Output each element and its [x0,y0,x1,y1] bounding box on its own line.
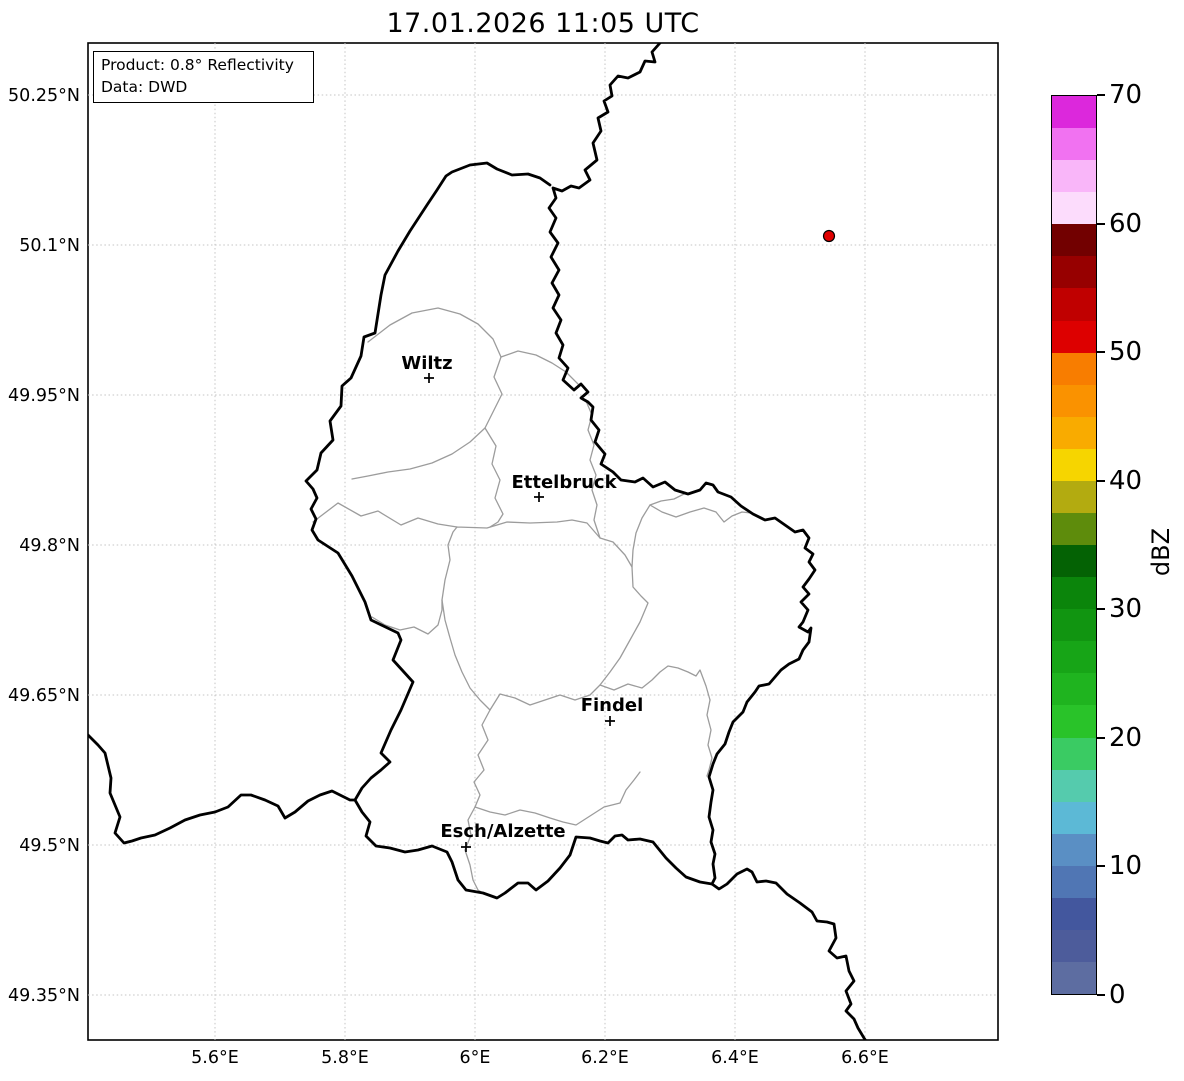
info-box: Product: 0.8° Reflectivity Data: DWD [93,51,314,103]
colorbar-tick-label: 10 [1109,851,1143,882]
region-border-east-upper [631,492,687,568]
city-marker-icon [461,842,471,852]
x-tick-label: 6.4°E [711,1048,759,1068]
colorbar-segment [1052,737,1096,770]
x-tick-label: 6.6°E [841,1048,889,1068]
colorbar-segment [1052,416,1096,449]
colorbar-segment [1052,320,1096,353]
x-tick-label: 5.8°E [321,1048,369,1068]
region-border-east-link [649,504,752,523]
region-border-wiltz-loop [351,307,503,480]
border-luxembourg-west-north [304,161,552,802]
colorbar-segment [1052,224,1096,257]
colorbar-tick-mark [1097,479,1105,482]
region-border-redange-north [312,502,458,528]
x-tick-label: 6°E [460,1048,491,1068]
colorbar-tick-label: 70 [1109,80,1143,110]
colorbar-segment [1052,673,1096,706]
colorbar-tick-label: 50 [1109,337,1143,368]
figure-title: 17.01.2026 11:05 UTC [386,8,700,39]
city-label: Esch/Alzette [440,821,565,842]
axis-tick-labels: 5.6°E 5.8°E 6°E 6.2°E 6.4°E 6.6°E 50.25°N 50.1°… [8,86,889,1068]
x-tick-label: 6.2°E [581,1048,629,1068]
colorbar-tick-mark [1097,994,1105,996]
border-belgium-france [88,733,357,845]
region-border-northeast-connector [500,350,579,385]
colorbar-segment [1052,448,1096,481]
region-border-center-west [484,427,504,528]
region-border-west-link [371,599,443,635]
plot-frame [87,42,999,1041]
colorbar-segment [1052,962,1096,995]
y-tick-label: 50.1°N [19,236,80,256]
colorbar-tick-mark [1097,222,1105,225]
y-tick-label: 49.35°N [8,986,80,1006]
colorbar-segment [1052,480,1096,514]
y-tick-label: 49.8°N [19,536,80,556]
border-river-our-sauer-moselle [547,43,868,1040]
colorbar-segment [1052,930,1096,963]
colorbar-segment [1052,96,1096,129]
colorbar-segment [1052,577,1096,610]
city-label: Findel [581,695,644,716]
y-tick-label: 50.25°N [8,86,80,106]
colorbar-segment [1052,288,1096,321]
border-luxembourg-south [353,798,714,900]
colorbar-tick-mark [1097,865,1105,868]
region-border-ettelbruck-east [585,400,601,539]
colorbar-segment [1052,641,1096,674]
colorbar: 0 10 20 30 40 50 60 70 [1051,80,1184,1010]
city-label: Wiltz [401,353,452,374]
region-border-center-loop [441,519,649,711]
map-layers: Wiltz Ettelbruck Findel Esch/Alzette [88,43,868,1040]
colorbar-segment [1052,160,1096,193]
colorbar-tick-label: 40 [1109,465,1143,496]
colorbar-segment [1052,256,1096,289]
info-box-source: Data: DWD [101,78,188,96]
colorbar-segment [1052,513,1096,546]
radar-echo-point [822,229,836,243]
colorbar-segment [1052,865,1096,898]
colorbar-segment [1052,128,1096,161]
colorbar-segment [1052,545,1096,578]
colorbar-unit-label: dBZ [1147,527,1175,577]
y-tick-label: 49.5°N [19,836,80,856]
colorbar-segment [1052,897,1096,931]
city-marker-icon [534,492,544,502]
colorbar-segment [1052,705,1096,738]
city-marker-icon [605,716,615,726]
radar-echo-layer [822,229,836,243]
info-box-product: Product: 0.8° Reflectivity [101,56,294,74]
colorbar-segment [1052,801,1096,834]
y-tick-label: 49.65°N [8,686,80,706]
x-tick-label: 5.6°E [191,1048,239,1068]
colorbar-segment [1052,609,1096,642]
y-tick-label: 49.95°N [8,386,80,406]
colorbar-segment [1052,833,1096,866]
colorbar-segment [1052,384,1096,417]
region-border-south-middle [474,771,641,826]
region-borders [312,307,752,894]
colorbar-tick-mark [1097,736,1105,739]
city-label: Ettelbruck [511,472,617,493]
colorbar-tick-label: 60 [1109,208,1143,239]
city-marker-icon [424,373,434,383]
colorbar-tick-mark [1097,351,1105,354]
region-border-southeast-upper [599,665,711,701]
colorbar-tick-mark [1097,608,1105,611]
colorbar-tick-label: 30 [1109,594,1143,625]
colorbar-segment [1052,352,1096,385]
colorbar-tick-label: 0 [1109,980,1126,1010]
country-borders [88,43,868,1040]
colorbar-scale [1051,95,1097,995]
colorbar-tick-label: 20 [1109,722,1143,753]
city-layer: Wiltz Ettelbruck Findel Esch/Alzette [401,353,643,852]
colorbar-tick-mark [1097,94,1105,96]
colorbar-segment [1052,769,1096,802]
colorbar-segment [1052,192,1096,225]
region-border-southeast-lower [706,699,713,777]
